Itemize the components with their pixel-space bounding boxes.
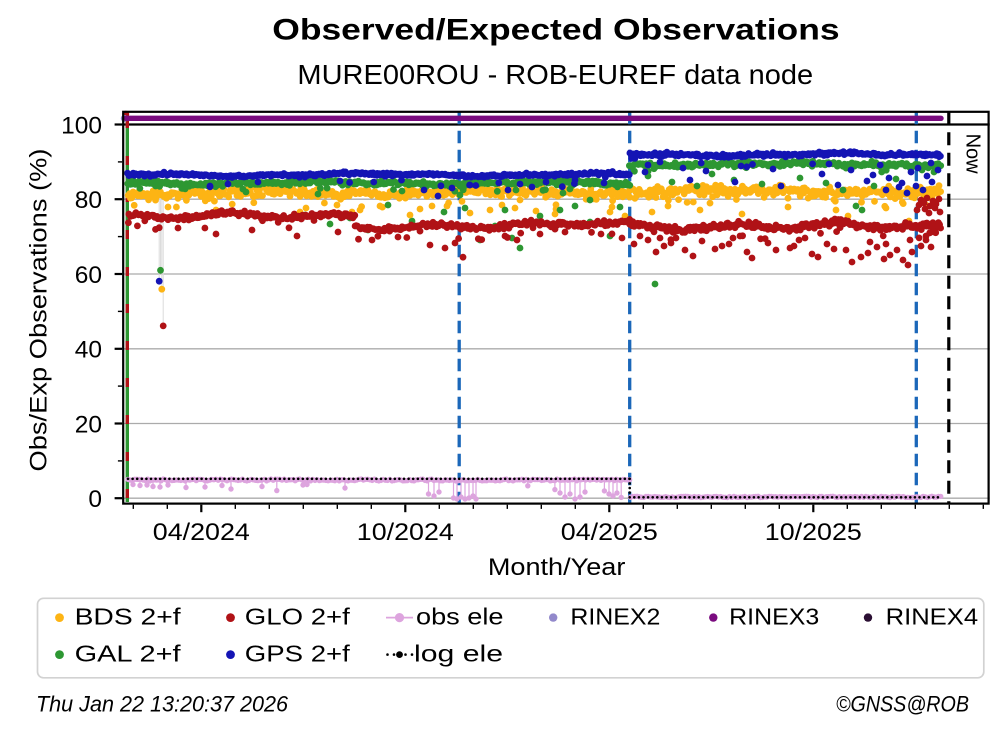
- svg-text:04/2024: 04/2024: [153, 519, 250, 546]
- svg-text:Obs/Exp Observations (%): Obs/Exp Observations (%): [26, 149, 53, 472]
- svg-text:20: 20: [75, 411, 102, 438]
- svg-text:10/2025: 10/2025: [765, 519, 862, 546]
- svg-text:RINEX2: RINEX2: [570, 604, 660, 630]
- svg-text:obs ele: obs ele: [416, 604, 504, 630]
- svg-text:80: 80: [75, 187, 102, 214]
- svg-text:GAL 2+f: GAL 2+f: [75, 641, 182, 667]
- svg-text:40: 40: [75, 337, 102, 364]
- svg-text:BDS 2+f: BDS 2+f: [75, 604, 182, 630]
- svg-text:GLO 2+f: GLO 2+f: [245, 604, 351, 630]
- svg-text:Thu Jan 22 13:20:37 2026: Thu Jan 22 13:20:37 2026: [36, 691, 289, 716]
- svg-text:log ele: log ele: [414, 641, 503, 667]
- svg-text:RINEX3: RINEX3: [729, 604, 819, 630]
- svg-text:Now: Now: [961, 134, 983, 175]
- svg-text:MURE00ROU - ROB-EUREF data nod: MURE00ROU - ROB-EUREF data node: [297, 59, 813, 90]
- svg-text:10/2024: 10/2024: [357, 519, 454, 546]
- svg-text:04/2025: 04/2025: [561, 519, 658, 546]
- svg-text:60: 60: [75, 262, 102, 289]
- svg-text:0: 0: [88, 486, 102, 513]
- svg-text:Observed/Expected Observations: Observed/Expected Observations: [272, 13, 839, 46]
- svg-text:©GNSS@ROB: ©GNSS@ROB: [836, 691, 969, 716]
- svg-text:RINEX4: RINEX4: [886, 604, 979, 630]
- svg-text:GPS 2+f: GPS 2+f: [245, 641, 351, 667]
- svg-text:100: 100: [61, 112, 102, 139]
- svg-text:Month/Year: Month/Year: [488, 554, 626, 581]
